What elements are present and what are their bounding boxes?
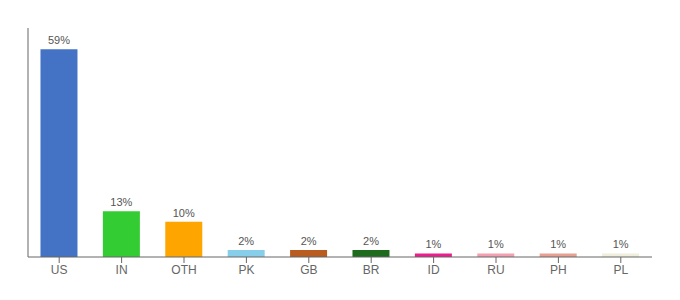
svg-text:GB: GB [300, 263, 317, 277]
svg-text:2%: 2% [363, 235, 379, 247]
svg-text:OTH: OTH [171, 263, 196, 277]
svg-text:BR: BR [363, 263, 380, 277]
svg-text:13%: 13% [110, 196, 132, 208]
svg-text:10%: 10% [173, 207, 195, 219]
svg-text:59%: 59% [48, 34, 70, 46]
svg-text:PL: PL [613, 263, 628, 277]
svg-text:1%: 1% [425, 238, 441, 250]
svg-text:2%: 2% [238, 235, 254, 247]
svg-text:2%: 2% [301, 235, 317, 247]
svg-text:ID: ID [428, 263, 440, 277]
svg-text:1%: 1% [550, 238, 566, 250]
svg-text:1%: 1% [613, 238, 629, 250]
svg-text:RU: RU [487, 263, 504, 277]
svg-text:PK: PK [238, 263, 254, 277]
svg-text:PH: PH [550, 263, 567, 277]
svg-text:1%: 1% [488, 238, 504, 250]
svg-text:US: US [51, 263, 68, 277]
svg-text:IN: IN [116, 263, 128, 277]
